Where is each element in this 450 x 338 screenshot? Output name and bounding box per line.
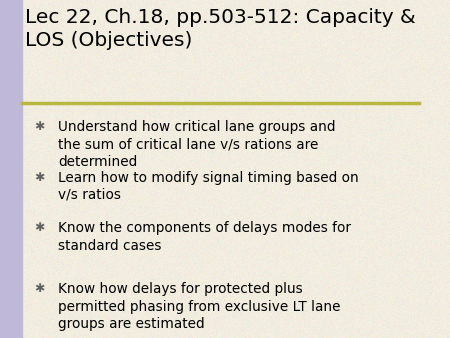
Text: Learn how to modify signal timing based on
v/s ratios: Learn how to modify signal timing based … [58,171,359,202]
Text: Know how delays for protected plus
permitted phasing from exclusive LT lane
grou: Know how delays for protected plus permi… [58,282,341,331]
Text: ✱: ✱ [34,171,44,184]
Text: ✱: ✱ [34,120,44,133]
Text: Know the components of delays modes for
standard cases: Know the components of delays modes for … [58,221,351,253]
Text: ✱: ✱ [34,282,44,295]
Text: ✱: ✱ [34,221,44,234]
Bar [0,0,22,338]
Text: Understand how critical lane groups and
the sum of critical lane v/s rations are: Understand how critical lane groups and … [58,120,336,169]
Text: Lec 22, Ch.18, pp.503-512: Capacity &
LOS (Objectives): Lec 22, Ch.18, pp.503-512: Capacity & LO… [25,8,415,50]
